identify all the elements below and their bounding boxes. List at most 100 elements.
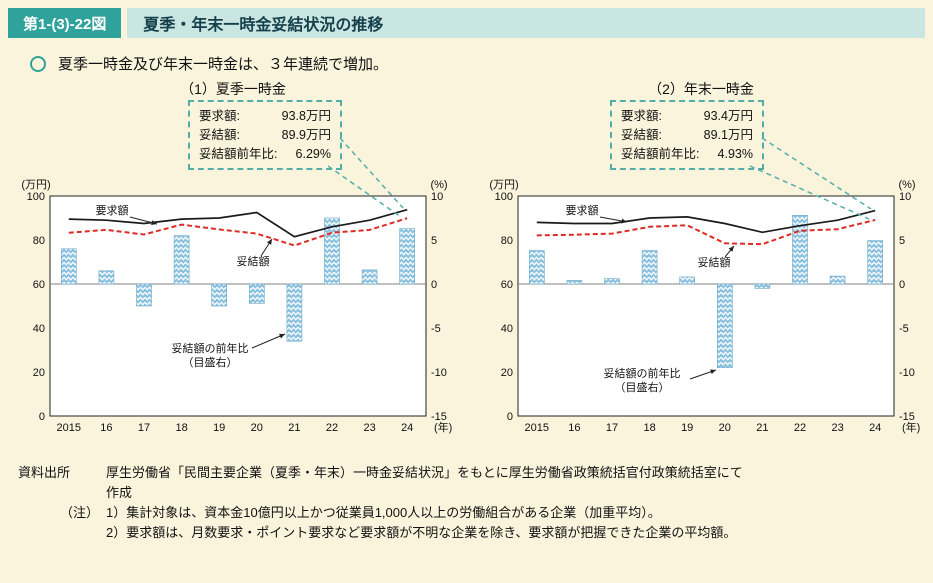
summary-line: 夏季一時金及び年末一時金は、３年連続で増加。 (30, 53, 933, 74)
svg-text:10: 10 (431, 191, 443, 203)
svg-text:18: 18 (175, 422, 187, 434)
svg-text:20: 20 (719, 422, 731, 434)
callout-row: 要求額: 93.4万円 (621, 107, 753, 126)
svg-text:2015: 2015 (57, 422, 81, 434)
svg-text:16: 16 (100, 422, 112, 434)
plot-area (49, 195, 427, 417)
callout-value: 89.1万円 (703, 127, 753, 142)
callout-row: 妥結額: 89.9万円 (199, 126, 331, 145)
svg-text:5: 5 (431, 235, 437, 247)
svg-text:-10: -10 (431, 367, 447, 379)
summer-panel-title: （1）夏季一時金 (180, 81, 286, 97)
source-row: 資料出所 厚生労働省「民間主要企業（夏季・年末）一時金妥結状況」をもとに厚生労働… (18, 463, 915, 483)
svg-text:21: 21 (288, 422, 300, 434)
svg-text:10: 10 (899, 191, 911, 203)
svg-text:要求額: 要求額 (566, 204, 599, 217)
source-notes: 資料出所 厚生労働省「民間主要企業（夏季・年末）一時金妥結状況」をもとに厚生労働… (18, 463, 915, 544)
svg-text:0: 0 (507, 411, 513, 423)
summer-callout-box: 要求額: 93.8万円 妥結額: 89.9万円 妥結額前年比: 6.29% (188, 100, 342, 171)
svg-text:5: 5 (899, 235, 905, 247)
source-label: 資料出所 (18, 465, 71, 480)
svg-text:21: 21 (756, 422, 768, 434)
charts-area: （1）夏季一時金 要求額: 93.8万円 妥結額: 89.9万円 妥結額前年比:… (10, 76, 933, 448)
callout-value: 4.93% (717, 146, 753, 161)
note-row-1: （注） 1）集計対象は、資本金10億円以上かつ従業員1,000人以上の労働組合が… (18, 503, 915, 523)
callout-value: 89.9万円 (281, 127, 331, 142)
callout-value: 93.4万円 (703, 109, 753, 123)
svg-text:(%): (%) (430, 179, 447, 191)
callout-value: 6.29% (295, 146, 331, 161)
settlement-line (536, 219, 876, 246)
svg-text:0: 0 (39, 411, 45, 423)
svg-text:妥結額の前年比: 妥結額の前年比 (172, 341, 249, 355)
svg-text:0: 0 (431, 279, 437, 291)
callout-value: 93.8万円 (281, 109, 331, 123)
yoy-bars (60, 217, 416, 342)
request-line (536, 209, 876, 234)
note-label: （注） (60, 505, 100, 521)
svg-text:(万円): (万円) (489, 179, 518, 191)
callout-label: 妥結額: (199, 127, 240, 142)
svg-text:23: 23 (363, 422, 375, 434)
svg-text:0: 0 (899, 279, 905, 291)
svg-text:20: 20 (251, 422, 263, 434)
svg-text:40: 40 (501, 323, 513, 335)
figure-title: 夏季・年末一時金妥結状況の推移 (127, 8, 925, 38)
svg-text:(年): (年) (902, 420, 920, 434)
svg-text:（目盛右）: （目盛右） (183, 355, 238, 369)
svg-text:-5: -5 (431, 323, 441, 335)
svg-text:80: 80 (33, 235, 45, 247)
figure-header: 第1-(3)-22図 夏季・年末一時金妥結状況の推移 (8, 8, 925, 38)
yearend-panel-title: （2）年末一時金 (648, 81, 754, 97)
svg-text:80: 80 (501, 235, 513, 247)
callout-label: 要求額: (199, 109, 240, 123)
svg-text:20: 20 (501, 367, 513, 379)
figure-number-label: 第1-(3)-22図 (8, 8, 122, 38)
svg-text:要求額: 要求額 (96, 204, 129, 217)
plot-area (517, 195, 895, 417)
svg-text:-5: -5 (899, 323, 909, 335)
svg-text:17: 17 (606, 422, 618, 434)
summer-bonus-chart: (万円) (%) 0 20 40 60 80 100 10 5 0 -5 -10 -15 2015 16 17 1… (21, 179, 452, 434)
svg-text:-15: -15 (431, 411, 447, 423)
request-line (68, 208, 408, 238)
callout-label: 妥結額: (621, 127, 662, 142)
svg-text:妥結額: 妥結額 (698, 255, 731, 269)
svg-text:60: 60 (501, 279, 513, 291)
svg-text:(%): (%) (898, 179, 915, 191)
svg-text:24: 24 (869, 422, 881, 434)
svg-text:妥結額: 妥結額 (237, 254, 270, 268)
callout-label: 妥結額前年比: (621, 146, 700, 161)
callout-row: 妥結額前年比: 4.93% (621, 145, 753, 164)
circle-bullet-icon (30, 55, 46, 72)
svg-text:(年): (年) (434, 420, 452, 434)
svg-text:18: 18 (643, 422, 655, 434)
source-text: 厚生労働省「民間主要企業（夏季・年末）一時金妥結状況」をもとに厚生労働省政策統括… (106, 465, 743, 480)
svg-text:2015: 2015 (525, 422, 549, 434)
svg-text:60: 60 (33, 279, 45, 291)
svg-text:妥結額の前年比: 妥結額の前年比 (604, 366, 681, 380)
svg-text:40: 40 (33, 323, 45, 335)
yearend-callout-box: 要求額: 93.4万円 妥結額: 89.1万円 妥結額前年比: 4.93% (610, 100, 764, 171)
svg-text:22: 22 (326, 422, 338, 434)
svg-text:23: 23 (831, 422, 843, 434)
svg-text:19: 19 (213, 422, 225, 434)
note-row-2: 2）要求額は、月数要求・ポイント要求など要求額が不明な企業を除き、要求額が把握で… (18, 523, 915, 543)
svg-text:100: 100 (27, 191, 45, 203)
svg-text:24: 24 (401, 422, 413, 434)
note-text: 2）要求額は、月数要求・ポイント要求など要求額が不明な企業を除き、要求額が把握で… (106, 525, 737, 541)
source-row-cont: 作成 (18, 483, 915, 503)
yearend-bonus-chart: (万円) (%) 0 20 40 60 80 100 10 5 0 -5 -10 -15 2015 16 17 1… (489, 179, 920, 434)
svg-text:17: 17 (138, 422, 150, 434)
svg-text:-10: -10 (899, 367, 915, 379)
summary-text: 夏季一時金及び年末一時金は、３年連続で増加。 (58, 56, 389, 73)
yearend-bonus-panel: （2）年末一時金 要求額: 93.4万円 妥結額: 89.1万円 妥結額前年比:… (478, 76, 924, 448)
svg-text:20: 20 (33, 367, 45, 379)
source-text-cont: 作成 (106, 485, 133, 501)
svg-text:（目盛右）: （目盛右） (615, 380, 670, 394)
svg-text:-15: -15 (899, 411, 915, 423)
svg-text:(万円): (万円) (21, 179, 50, 191)
svg-text:22: 22 (794, 422, 806, 434)
note-text: 1）集計対象は、資本金10億円以上かつ従業員1,000人以上の労働組合がある企業… (106, 505, 661, 521)
